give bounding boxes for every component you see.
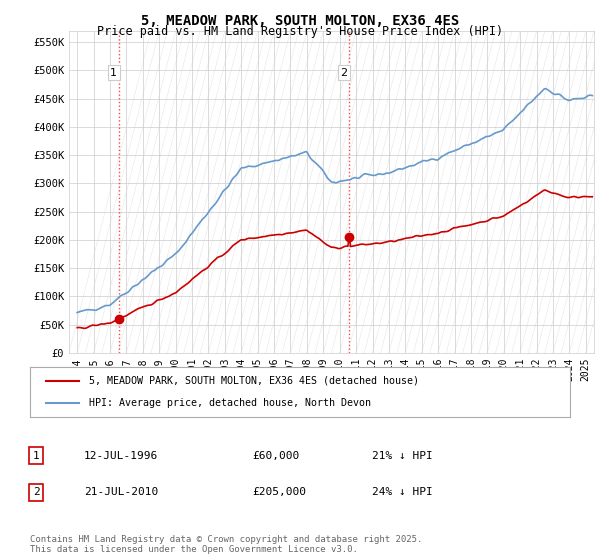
Text: 5, MEADOW PARK, SOUTH MOLTON, EX36 4ES: 5, MEADOW PARK, SOUTH MOLTON, EX36 4ES	[141, 14, 459, 28]
Text: £60,000: £60,000	[252, 451, 299, 461]
Text: 2: 2	[32, 487, 40, 497]
Text: 2: 2	[340, 68, 347, 78]
Text: 1: 1	[110, 68, 117, 78]
Text: £205,000: £205,000	[252, 487, 306, 497]
Text: 24% ↓ HPI: 24% ↓ HPI	[372, 487, 433, 497]
Text: 1: 1	[32, 451, 40, 461]
Text: HPI: Average price, detached house, North Devon: HPI: Average price, detached house, Nort…	[89, 398, 371, 408]
Text: Contains HM Land Registry data © Crown copyright and database right 2025.
This d: Contains HM Land Registry data © Crown c…	[30, 535, 422, 554]
Text: 21% ↓ HPI: 21% ↓ HPI	[372, 451, 433, 461]
Text: 21-JUL-2010: 21-JUL-2010	[84, 487, 158, 497]
Text: 5, MEADOW PARK, SOUTH MOLTON, EX36 4ES (detached house): 5, MEADOW PARK, SOUTH MOLTON, EX36 4ES (…	[89, 376, 419, 386]
Text: 12-JUL-1996: 12-JUL-1996	[84, 451, 158, 461]
Text: Price paid vs. HM Land Registry's House Price Index (HPI): Price paid vs. HM Land Registry's House …	[97, 25, 503, 38]
